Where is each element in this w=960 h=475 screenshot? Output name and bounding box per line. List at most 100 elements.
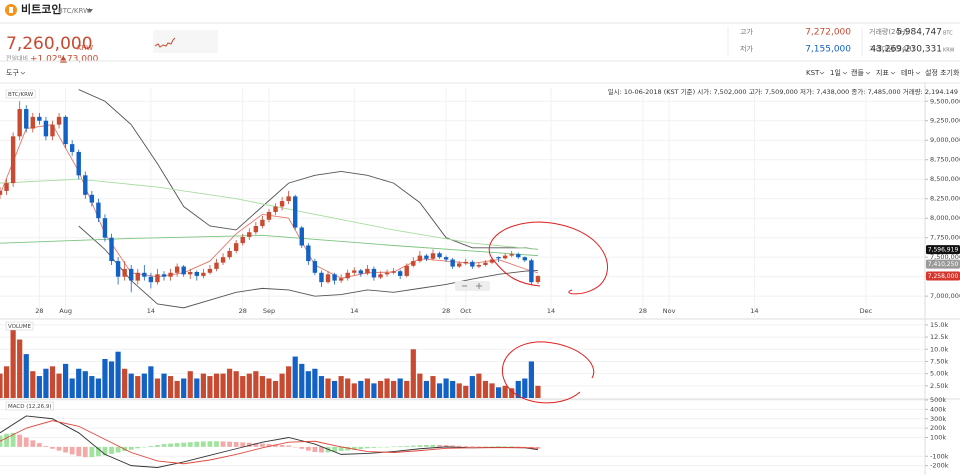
volume-bar (128, 373, 134, 398)
x-tick-label: 28 (442, 307, 450, 315)
volume-bar (272, 380, 279, 398)
volume-bar (181, 378, 187, 398)
volume: 5,984,747 (896, 28, 942, 38)
candle-body (194, 272, 200, 276)
interval-menu[interactable]: 1일 (830, 68, 841, 77)
histogram-bar (148, 445, 154, 447)
volume-bar (318, 376, 325, 398)
histogram-bar (535, 446, 541, 449)
y-tick-label: 8,500,000 (930, 175, 960, 183)
candle-body (56, 116, 62, 125)
theme-menu[interactable]: 테마 (901, 68, 914, 77)
candle-body (227, 250, 232, 258)
volume-bar (49, 366, 56, 398)
y-tick-label: 7,750,000 (930, 234, 960, 242)
histogram-bar (279, 445, 285, 447)
pane-title-box (5, 89, 36, 99)
tools-menu[interactable]: 도구 (6, 69, 19, 77)
y-tick-label: -200k (930, 462, 949, 470)
volume-bar (299, 363, 305, 398)
y-tick-label: 7,000,000 (930, 292, 960, 300)
chevron (20, 71, 26, 75)
volume-bar (220, 373, 226, 398)
volume-bar (450, 380, 456, 398)
timezone-menu[interactable]: KST (806, 69, 820, 77)
volume-bar (253, 371, 259, 398)
pane-title: BTC/KRW (8, 92, 34, 98)
candle-body (83, 175, 88, 195)
annotation-circle (501, 341, 595, 404)
histogram-bar (456, 445, 462, 447)
candle-body (352, 270, 357, 273)
histogram-bar (404, 445, 410, 447)
volume-bar (102, 359, 108, 398)
volume-bar (364, 378, 370, 398)
x-tick-label: 14 (547, 307, 555, 315)
macd-line (0, 420, 538, 465)
candle-body (161, 274, 167, 277)
candle-body (338, 278, 344, 281)
histogram-bar (155, 445, 160, 447)
volume-bar (23, 354, 29, 398)
volume-bar (43, 368, 49, 398)
histogram-bar (391, 446, 397, 447)
volume-bar (482, 380, 489, 398)
y-tick-label: 15.0k (930, 321, 948, 329)
histogram-bar (273, 444, 278, 447)
histogram-bar (240, 442, 246, 447)
volume-bar (410, 349, 416, 398)
volume-bar (423, 380, 430, 398)
histogram-bar (476, 446, 482, 447)
candle-body (378, 274, 383, 278)
candle-body (135, 272, 140, 281)
volume-bar (240, 376, 246, 398)
y-tick-label: 2.50k (930, 382, 948, 390)
sparkline-box (153, 30, 218, 53)
histogram-bar (378, 446, 383, 448)
volume-bar (436, 383, 443, 398)
volume-bar (161, 373, 167, 398)
y-tick-label: 200k (930, 424, 946, 432)
sparkline (154, 37, 176, 48)
style-menu[interactable]: 캔들 (851, 68, 864, 77)
candle-body (266, 211, 272, 220)
candle-body (30, 116, 36, 129)
histogram-bar (319, 446, 324, 453)
y-tick-label: 8,750,000 (930, 156, 960, 164)
indicator-menu[interactable]: 지표 (876, 68, 889, 77)
volume-bar (489, 383, 495, 398)
histogram-bar (220, 441, 226, 447)
candle-body (96, 202, 101, 219)
annotation-circle (488, 221, 608, 295)
pair-dropdown[interactable] (87, 9, 93, 13)
candle-body (109, 237, 114, 262)
volume-bar (207, 376, 213, 398)
candle-body (69, 144, 75, 152)
candle-body (102, 218, 108, 238)
indicator-line (78, 89, 538, 250)
candle-body (214, 262, 219, 269)
macd-line (0, 415, 539, 468)
histogram-bar (17, 434, 23, 447)
pane-title-box (5, 321, 34, 331)
histogram-bar (76, 446, 82, 457)
high: 7,272,000 (805, 28, 851, 38)
volume-bar (456, 383, 462, 398)
histogram-bar (364, 446, 370, 449)
candle-body (63, 116, 68, 145)
x-tick-label: 28 (239, 307, 247, 315)
volume-bar (213, 373, 220, 398)
histogram-bar (469, 446, 475, 447)
volume-bar (338, 376, 344, 398)
zoom-control[interactable] (455, 281, 490, 291)
price-tag (926, 259, 960, 269)
info-line: 일시: 10-06-2018 (KST 기준) 시가: 7,502,000 고가… (608, 87, 958, 96)
candle-body (115, 261, 121, 277)
candle-body (174, 266, 180, 273)
volume-bar (509, 388, 515, 398)
histogram-bar (266, 444, 272, 447)
zoom-in[interactable] (476, 283, 482, 289)
reset-button[interactable]: 설정 초기화 (925, 68, 960, 77)
candle-body (273, 206, 278, 212)
x-tick-label: Oct (460, 307, 472, 315)
